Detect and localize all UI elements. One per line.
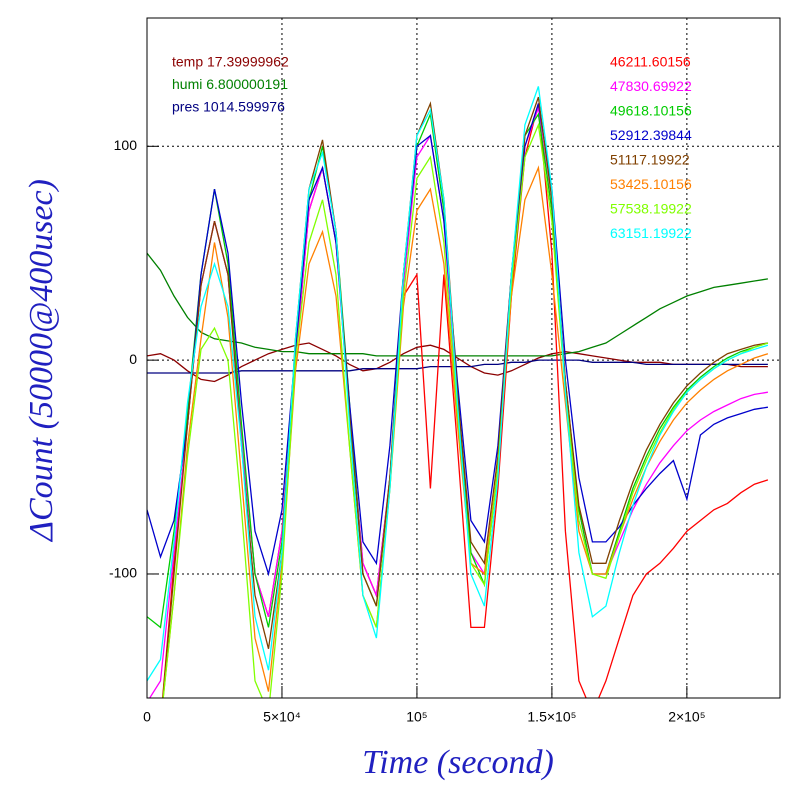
legend-entry: 53425.10156 (610, 176, 692, 192)
plot-area (147, 86, 769, 698)
x-tick-label: 1.5×10⁵ (527, 709, 576, 725)
y-tick-label: 100 (114, 137, 138, 153)
legend-entry: 63151.19922 (610, 225, 692, 241)
x-tick-label: 0 (143, 709, 151, 725)
plot-frame (146, 17, 781, 699)
x-axis-label: Time (second) (362, 744, 554, 781)
legend-entry: 47830.69922 (610, 78, 692, 94)
series-line (147, 359, 768, 374)
y-tick-label: -100 (109, 565, 137, 581)
legend-entry: 49618.10156 (610, 103, 692, 119)
legend-entry: humi 6.800000191 (172, 76, 288, 92)
series-line (147, 342, 768, 383)
legend-entry: 52912.39844 (610, 127, 692, 143)
y-tick-label: 0 (129, 351, 137, 367)
legend-entry: 51117.19922 (610, 152, 690, 168)
legend-entry: pres 1014.599976 (172, 99, 285, 115)
series-line (147, 86, 769, 682)
series-line (147, 103, 768, 577)
series-line (162, 122, 769, 698)
y-axis-label: ΔCount (50000@400usec) (23, 179, 60, 543)
legend-entry: temp 17.39999962 (172, 54, 289, 70)
series-line (147, 252, 768, 357)
x-tick-label: 10⁵ (406, 709, 427, 725)
x-tick-label: 2×10⁵ (668, 709, 705, 725)
x-tick-label: 5×10⁴ (263, 709, 301, 725)
legend-entry: 57538.19922 (610, 201, 692, 217)
series-line (162, 165, 769, 698)
legend-entry: 46211.60156 (610, 54, 691, 70)
series-line (162, 96, 769, 698)
